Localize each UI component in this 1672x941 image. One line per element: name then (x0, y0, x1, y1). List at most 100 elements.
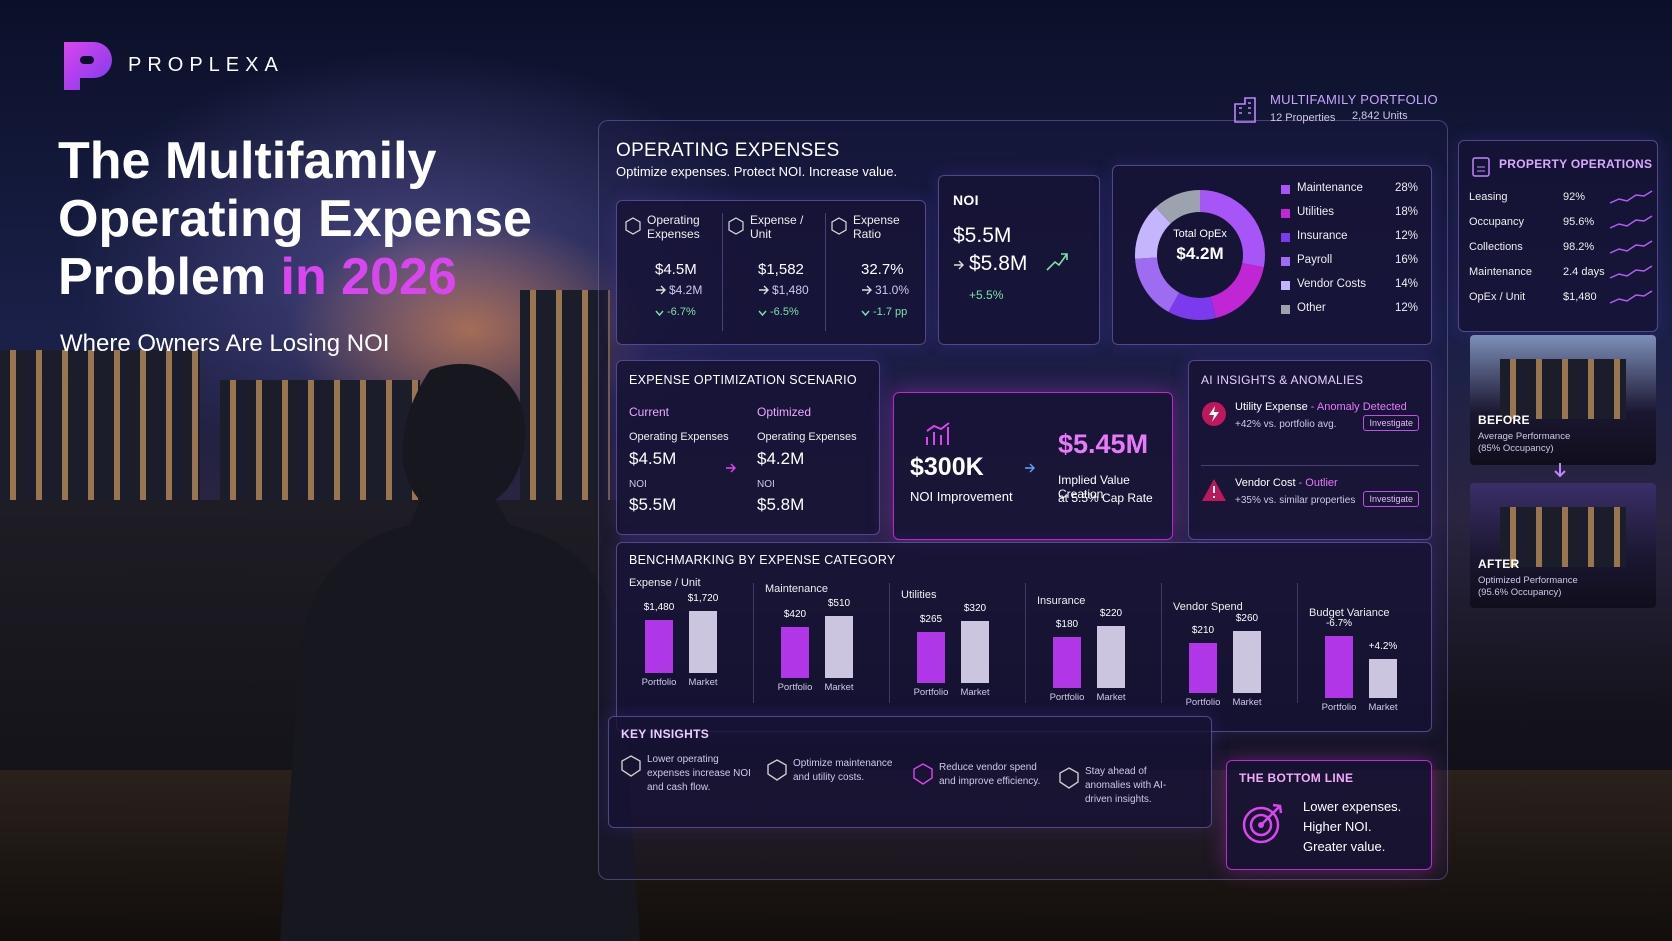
bottom-line-text: Higher NOI. (1303, 819, 1372, 834)
divider (1297, 583, 1298, 703)
legend-value: 12% (1395, 230, 1419, 242)
arrow-icon (954, 260, 964, 270)
bar-category: Portfolio (1049, 692, 1085, 703)
kpi-icon (625, 217, 641, 235)
bar-label: $320 (963, 603, 987, 614)
after-caption: (95.6% Occupancy) (1478, 587, 1562, 598)
legend-swatch (1281, 185, 1290, 194)
donut-segment (1135, 190, 1265, 320)
bar-label: $1,480 (643, 601, 675, 613)
bar-category: Portfolio (1321, 702, 1357, 713)
down-icon (655, 310, 664, 317)
insight-text: Optimize maintenance and utility costs. (793, 758, 893, 783)
investigate-button[interactable]: Investigate (1363, 491, 1419, 507)
insight-text: Reduce vendor spend and improve efficien… (939, 762, 1041, 787)
opex-subtitle: Optimize expenses. Protect NOI. Increase… (616, 164, 898, 179)
kpi-target: $1,480 (772, 283, 809, 297)
kpi-label: Expense Ratio (853, 213, 900, 241)
group-title: Maintenance (765, 583, 828, 595)
legend-value: 14% (1395, 278, 1419, 290)
legend-value: 18% (1395, 206, 1419, 218)
legend-swatch (1281, 257, 1290, 266)
insight-text: Stay ahead of anomalies with AI-driven i… (1085, 766, 1167, 805)
down-icon (758, 310, 767, 317)
key-insights-card: KEY INSIGHTS Lower operating expenses inc… (608, 716, 1212, 828)
divider (722, 213, 723, 331)
clipboard-icon (1472, 157, 1490, 177)
bar (1233, 631, 1261, 693)
bar-label: $1,720 (687, 593, 719, 604)
divider (753, 583, 754, 703)
portfolio-properties: 12 Properties (1270, 112, 1336, 124)
kpi-change: -6.5% (770, 306, 799, 318)
chart-icon (926, 422, 950, 445)
kpi-value: $4.5M (655, 261, 697, 278)
alert-icon (1202, 479, 1226, 501)
ai-item-title: Utility Expense - Anomaly Detected (1235, 401, 1407, 413)
bottom-line-card: THE BOTTOM LINE Lower expenses. Higher NOI… (1226, 760, 1432, 870)
group-title: Insurance (1037, 595, 1086, 607)
ai-item-tag: - Outlier (1298, 477, 1338, 489)
key-insights-title: KEY INSIGHTS (621, 727, 710, 741)
arrow-icon (656, 285, 666, 295)
legend-swatch (1281, 209, 1290, 218)
legend-label: Maintenance (1297, 182, 1363, 194)
bar-label: $260 (1235, 613, 1259, 624)
ops-value: $1,480 (1563, 291, 1597, 303)
insight-text: Lower operating expenses increase NOI an… (647, 754, 751, 793)
bar (1189, 642, 1217, 693)
bar-category: Market (688, 677, 718, 688)
building (520, 290, 610, 520)
noi-improvement-label: NOI Improvement (910, 489, 1013, 504)
bar (645, 619, 673, 673)
ops-label: Leasing (1469, 191, 1508, 203)
bar (781, 626, 809, 678)
kpi-icon (831, 217, 847, 235)
noi-improvement-value: $300K (910, 453, 984, 481)
bar-category: Market (1232, 697, 1262, 708)
sparkline (1609, 240, 1653, 254)
ai-item-name: Utility Expense (1235, 401, 1308, 413)
property-operations-card: PROPERTY OPERATIONS Leasing 92% Occupancy 95… (1458, 140, 1658, 332)
scenario-label: Operating Expenses (629, 431, 729, 443)
building (0, 350, 200, 520)
divider (889, 583, 890, 703)
bar-category: Market (1368, 702, 1398, 713)
scenario-label: Operating Expenses (757, 431, 857, 443)
value-creation-label: Implied Value Creation (1058, 473, 1130, 501)
kpi-change: -1.7 pp (873, 306, 908, 318)
investigate-button[interactable]: Investigate (1363, 415, 1419, 431)
kpi-label: Operating Expenses (647, 213, 700, 241)
after-caption: Optimized Performance (1478, 575, 1578, 586)
ai-item-name: Vendor Cost (1235, 477, 1296, 489)
brand: PROPLEXA (128, 54, 284, 76)
ops-label: Maintenance (1469, 266, 1532, 278)
ops-label: Collections (1469, 241, 1523, 253)
sparkline (1609, 190, 1653, 204)
kpi-target: 31.0% (875, 283, 910, 297)
bar-label: -6.7% (1325, 618, 1353, 629)
kpi-value: 32.7% (861, 261, 904, 278)
headline-line: The Multifamily (58, 132, 437, 190)
bar-label: $210 (1191, 624, 1215, 636)
bar-category: Market (1096, 692, 1126, 703)
legend-swatch (1281, 281, 1290, 290)
before-image: BEFORE Average Performance (85% Occupancy) (1470, 335, 1656, 465)
headline-line: Problem in 2026 (58, 248, 532, 306)
insight-icon (621, 755, 641, 777)
headline-highlight: in 2026 (280, 248, 457, 306)
legend-swatch (1281, 305, 1290, 314)
group-title: Budget Variance (1309, 607, 1390, 619)
arrow-icon (726, 463, 736, 473)
person-silhouette (280, 363, 640, 941)
opex-title: OPERATING EXPENSES (616, 140, 840, 161)
ai-item-detail: +42% vs. portfolio avg. (1235, 419, 1337, 430)
noi-value: $5.5M (953, 224, 1012, 247)
subtitle: Where Owners Are Losing NOI (60, 330, 390, 357)
bar-category: Market (824, 682, 854, 693)
logo (64, 42, 112, 90)
noi-target: $5.8M (969, 252, 1028, 275)
property-operations-title: PROPERTY OPERATIONS (1499, 157, 1653, 171)
bar-label: $220 (1099, 608, 1123, 619)
